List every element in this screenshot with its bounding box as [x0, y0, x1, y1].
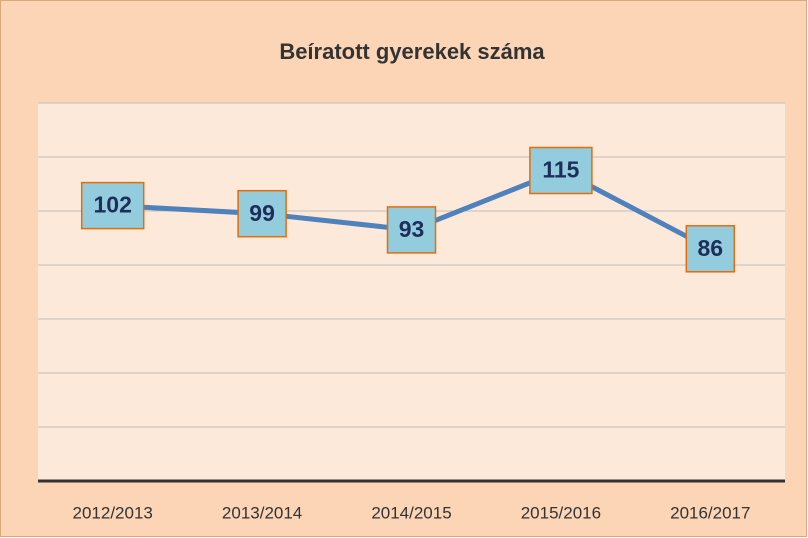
- x-tick-label: 2015/2016: [521, 503, 601, 522]
- data-label-box: [529, 146, 593, 195]
- plot-area: [38, 103, 785, 481]
- chart-title: Beíratott gyerekek száma: [279, 39, 545, 64]
- data-label: 102: [94, 192, 132, 218]
- data-label-box: [80, 181, 145, 230]
- data-label: 115: [542, 157, 579, 183]
- x-tick-label: 2013/2014: [222, 503, 302, 522]
- data-label-box: [386, 206, 437, 254]
- x-tick-label: 2012/2013: [73, 503, 153, 522]
- data-label: 86: [698, 235, 724, 261]
- x-tick-label: 2014/2015: [371, 503, 451, 522]
- x-tick-label: 2016/2017: [670, 503, 750, 522]
- data-label-box: [685, 225, 736, 273]
- data-label: 93: [399, 216, 425, 242]
- data-label-box: [237, 189, 287, 238]
- data-label: 99: [249, 200, 275, 226]
